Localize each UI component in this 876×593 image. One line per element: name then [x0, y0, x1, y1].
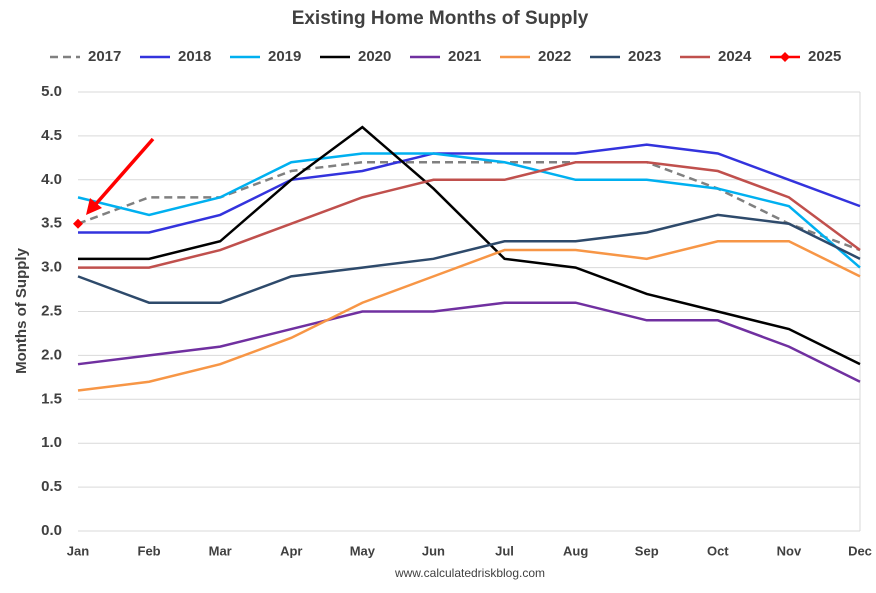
y-tick-label: 3.5 [41, 215, 62, 232]
legend-label: 2021 [448, 48, 481, 65]
x-tick-label: Apr [280, 543, 302, 558]
x-tick-label: May [350, 543, 376, 558]
x-tick-label: Feb [138, 543, 161, 558]
series-line [77, 301, 861, 383]
y-tick-label: 1.5 [41, 390, 62, 407]
legend-label: 2023 [628, 48, 661, 65]
legend-label: 2017 [88, 48, 121, 65]
y-tick-label: 1.0 [41, 434, 62, 451]
legend-label: 2020 [358, 48, 391, 65]
series-line [77, 213, 861, 304]
y-tick-label: 0.5 [41, 478, 62, 495]
series-line [78, 160, 861, 269]
y-tick-label: 4.5 [41, 127, 62, 144]
chart-title: Existing Home Months of Supply [292, 8, 589, 29]
legend-label: 2025 [808, 48, 841, 65]
legend-marker [780, 52, 790, 62]
x-tick-label: Jul [495, 543, 514, 558]
y-tick-label: 2.0 [41, 346, 62, 363]
y-tick-label: 2.5 [41, 302, 62, 319]
annotation-arrow [86, 137, 155, 215]
series-line [78, 143, 861, 234]
x-tick-label: Dec [848, 543, 872, 558]
y-tick-label: 3.0 [41, 259, 62, 276]
series-line [78, 125, 861, 366]
y-tick-label: 0.0 [41, 522, 62, 539]
x-tick-label: Mar [209, 543, 232, 558]
x-tick-label: Aug [563, 543, 588, 558]
point [73, 218, 83, 229]
series-line [77, 152, 861, 269]
legend-label: 2024 [718, 48, 752, 65]
x-tick-label: Nov [777, 543, 802, 558]
series-line [77, 160, 861, 252]
y-tick-label: 4.0 [41, 171, 62, 188]
source: www.calculatedriskblog.com [394, 566, 545, 580]
y-tick-label: 5.0 [41, 83, 62, 100]
legend-label: 2019 [268, 48, 301, 65]
series-line [77, 240, 861, 392]
x-tick-label: Sep [635, 543, 659, 558]
legend-label: 2022 [538, 48, 571, 65]
x-tick-label: Jun [422, 543, 445, 558]
x-tick-label: Oct [707, 543, 729, 558]
legend-label: 2018 [178, 48, 211, 65]
y-axis-label: Months of Supply [13, 247, 30, 373]
x-tick-label: Jan [67, 543, 89, 558]
